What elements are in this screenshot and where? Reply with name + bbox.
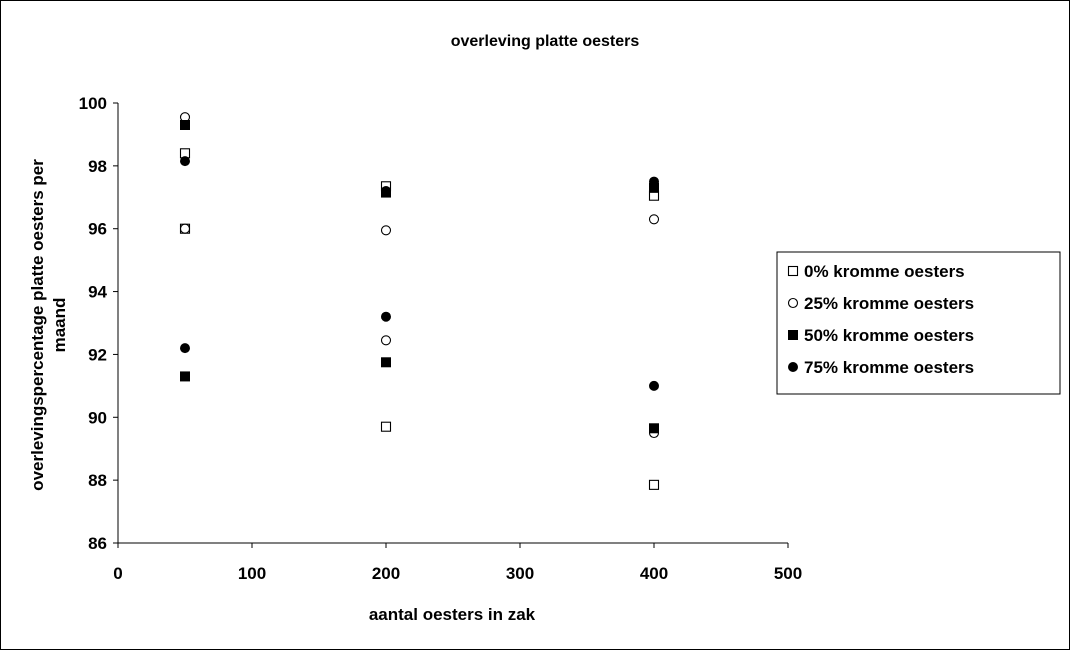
legend-marker bbox=[787, 297, 799, 309]
data-points bbox=[179, 112, 660, 490]
x-axis-title: aantal oesters in zak bbox=[369, 605, 536, 624]
y-tick-label: 90 bbox=[88, 408, 107, 427]
legend-marker bbox=[788, 362, 798, 372]
y-tick-label: 86 bbox=[88, 534, 107, 553]
legend-label: 0% kromme oesters bbox=[804, 262, 965, 281]
x-tick-label: 500 bbox=[774, 564, 802, 583]
legend-item: 75% kromme oesters bbox=[788, 358, 974, 377]
data-point bbox=[380, 225, 392, 236]
data-point bbox=[381, 311, 391, 322]
legend-marker bbox=[788, 330, 798, 340]
legend-item: 25% kromme oesters bbox=[787, 294, 974, 313]
x-tick-label: 100 bbox=[238, 564, 266, 583]
data-point bbox=[180, 343, 190, 354]
data-point bbox=[179, 223, 191, 234]
legend-label: 25% kromme oesters bbox=[804, 294, 974, 313]
legend-label: 75% kromme oesters bbox=[804, 358, 974, 377]
data-point bbox=[649, 380, 659, 391]
series-4 bbox=[180, 156, 659, 391]
x-tick-label: 400 bbox=[640, 564, 668, 583]
series-3 bbox=[180, 120, 659, 434]
data-point bbox=[381, 357, 391, 368]
y-tick-label: 92 bbox=[88, 345, 107, 364]
series-1 bbox=[179, 148, 660, 490]
data-point bbox=[180, 120, 190, 130]
y-axis-title-line-1: overlevingspercentage platte oesters per bbox=[28, 159, 47, 491]
legend-marker bbox=[787, 265, 799, 277]
y-axis-title-line-2: maand bbox=[50, 298, 69, 353]
series-2 bbox=[179, 112, 660, 439]
legend-label: 50% kromme oesters bbox=[804, 326, 974, 345]
y-axis-title: overlevingspercentage platte oesters per… bbox=[28, 159, 69, 491]
chart-title: overleving platte oesters bbox=[451, 33, 640, 50]
data-point bbox=[380, 335, 392, 346]
legend-item: 50% kromme oesters bbox=[788, 326, 974, 345]
y-axis-ticks: 86 88 90 92 94 96 98 100 bbox=[79, 94, 118, 553]
y-tick-label: 96 bbox=[88, 220, 107, 239]
data-point bbox=[648, 214, 660, 225]
y-tick-label: 94 bbox=[88, 283, 107, 302]
y-tick-label: 98 bbox=[88, 157, 107, 176]
data-point bbox=[380, 421, 392, 432]
data-point bbox=[381, 186, 391, 196]
legend-item: 0% kromme oesters bbox=[787, 262, 965, 281]
y-tick-label: 88 bbox=[88, 471, 107, 490]
data-point bbox=[180, 156, 190, 167]
x-axis-ticks: 0 100 200 300 400 500 bbox=[113, 543, 802, 583]
data-point bbox=[649, 176, 659, 187]
legend: 0% kromme oesters 25% kromme oesters 50% k… bbox=[776, 251, 1061, 395]
axes bbox=[117, 103, 788, 544]
x-tick-label: 300 bbox=[506, 564, 534, 583]
x-tick-label: 200 bbox=[372, 564, 400, 583]
data-point bbox=[649, 423, 659, 434]
data-point bbox=[648, 479, 660, 490]
y-tick-label: 100 bbox=[79, 94, 107, 113]
legend-box bbox=[776, 251, 1061, 395]
data-point bbox=[180, 371, 190, 382]
x-tick-label: 0 bbox=[113, 564, 122, 583]
